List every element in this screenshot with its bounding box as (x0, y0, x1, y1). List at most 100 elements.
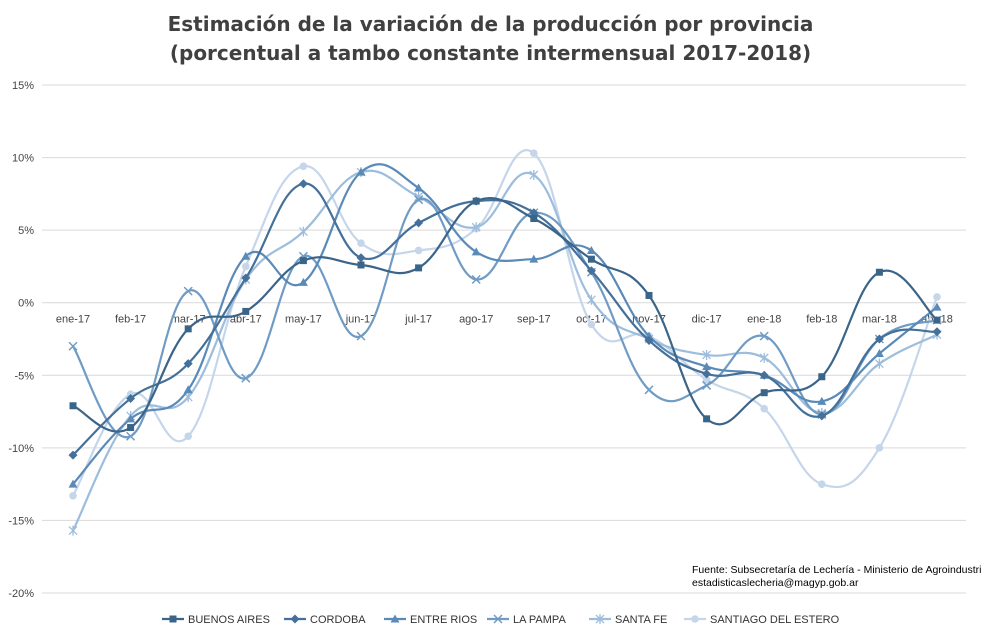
data-point (356, 167, 366, 176)
x-tick-label: may-17 (285, 314, 322, 326)
series-line-cordoba (72, 182, 938, 456)
series-entre-rios (68, 163, 942, 488)
chart-title-line-2: (porcentual a tambo constante intermensu… (169, 41, 812, 65)
data-point (529, 169, 539, 180)
data-point (68, 450, 78, 460)
data-point (126, 394, 136, 404)
data-point (586, 266, 596, 276)
data-point (415, 264, 423, 272)
data-point (759, 352, 769, 363)
data-point (126, 414, 136, 423)
y-tick-label: -10% (8, 443, 34, 455)
data-point (530, 149, 538, 158)
data-point (414, 246, 423, 255)
data-point (357, 261, 365, 269)
data-point (817, 411, 827, 421)
legend-marker (493, 614, 503, 624)
legend-item-santa-fe: SANTA FE (589, 614, 667, 626)
source-line-1: Fuente: Subsecretaría de Lechería - Mini… (692, 564, 981, 576)
x-tick-label: jun-17 (345, 314, 377, 326)
data-point (587, 255, 595, 263)
data-point (299, 162, 308, 171)
legend-label: CORDOBA (310, 614, 366, 626)
data-point (471, 274, 481, 285)
x-tick-label: abr-17 (230, 314, 262, 326)
data-point (356, 331, 366, 341)
data-point (644, 335, 654, 345)
data-point (68, 341, 78, 351)
data-point (183, 385, 193, 394)
data-point (702, 369, 712, 379)
data-point (183, 359, 193, 369)
x-tick-label: ene-18 (747, 314, 781, 326)
data-point (644, 385, 654, 395)
data-point (299, 257, 307, 265)
y-tick-label: 0% (18, 298, 34, 310)
x-tick-label: oct-17 (576, 314, 607, 326)
data-point (875, 268, 883, 276)
x-tick-label: sep-17 (517, 314, 551, 326)
x-tick-label: ago-17 (459, 314, 493, 326)
data-point (586, 245, 596, 254)
x-tick-label: nov-17 (632, 314, 666, 326)
source-note: Fuente: Subsecretaría de Lechería - Mini… (692, 564, 981, 589)
data-point (298, 179, 308, 189)
series-line-santa-fe (72, 169, 938, 532)
data-point (471, 247, 481, 256)
data-point (703, 415, 711, 423)
legend-marker (169, 615, 177, 623)
y-tick-label: -15% (8, 515, 34, 527)
data-point (760, 389, 768, 397)
series-buenos-aires (69, 196, 941, 433)
series-group (68, 149, 942, 536)
data-point (529, 208, 539, 218)
data-point (702, 362, 712, 371)
data-point (68, 479, 78, 488)
legend-item-buenos-aires: BUENOS AIRES (162, 614, 270, 626)
y-tick-label: -5% (14, 370, 34, 382)
data-point (69, 402, 77, 410)
legend-marker (390, 614, 400, 623)
y-axis: 15% 10% 5% 0% -5% -10% -15% -20% (8, 80, 34, 600)
data-point (241, 373, 251, 383)
data-point (356, 253, 366, 263)
data-point (184, 432, 192, 441)
data-point (414, 183, 424, 192)
data-point (818, 373, 826, 381)
data-point (529, 254, 539, 263)
data-point (471, 222, 481, 233)
legend-label: LA PAMPA (513, 614, 566, 626)
legend-marker (691, 615, 699, 623)
legend-marker (290, 614, 300, 624)
data-point (818, 480, 826, 488)
data-point (875, 444, 884, 452)
data-point (932, 327, 942, 337)
data-point (759, 331, 769, 341)
data-point (817, 396, 827, 405)
data-point (242, 262, 250, 271)
data-point (69, 491, 77, 500)
legend-label: ENTRE RIOS (410, 614, 477, 626)
data-point (874, 349, 884, 358)
legend-item-la-pampa: LA PAMPA (487, 614, 566, 626)
data-point (933, 316, 941, 324)
series-line-la-pampa (72, 197, 938, 439)
legend: BUENOS AIRES CORDOBA ENTRE RIOS LA PAMPA SAN… (162, 614, 840, 626)
data-point (298, 277, 308, 286)
y-tick-label: -20% (8, 588, 34, 600)
data-point (645, 291, 653, 299)
series-line-santiago-del-estero (72, 149, 939, 497)
x-tick-label: feb-18 (806, 314, 837, 326)
x-tick-label: ene-17 (56, 314, 90, 326)
data-point (759, 370, 769, 380)
series-santiago-del-estero (69, 149, 941, 500)
data-point (530, 215, 538, 223)
y-tick-label: 10% (12, 153, 34, 165)
data-point (702, 375, 711, 384)
data-point (702, 349, 712, 360)
legend-item-entre-rios: ENTRE RIOS (384, 614, 477, 626)
chart-title: Estimación de la variación de la producc… (0, 10, 981, 68)
data-point (932, 302, 942, 311)
data-point (127, 424, 135, 432)
